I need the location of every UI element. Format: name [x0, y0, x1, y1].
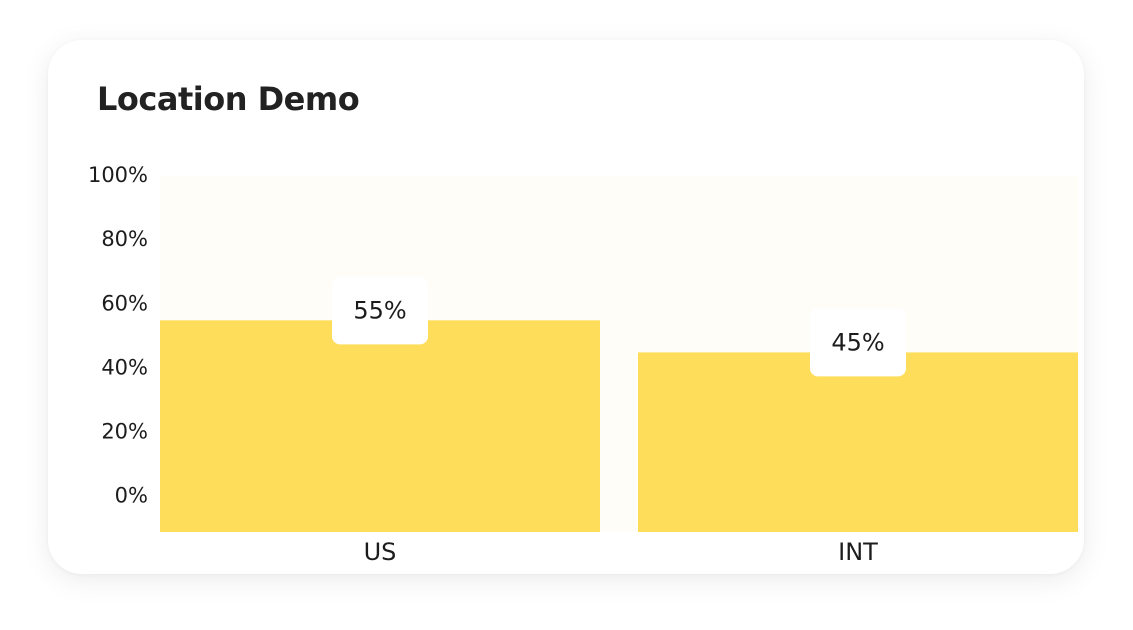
y-tick-label: 40% — [101, 355, 148, 379]
chart-title: Location Demo — [97, 80, 360, 118]
y-tick-label: 80% — [101, 227, 148, 251]
bar-us — [160, 320, 600, 532]
bars: 55% 45% — [160, 276, 1078, 532]
y-tick-label: 60% — [101, 291, 148, 315]
x-category-label: US — [364, 538, 397, 566]
data-label-box — [332, 276, 428, 345]
data-label: 55% — [353, 296, 406, 324]
data-label-box — [810, 308, 906, 377]
y-axis: 0% 20% 40% 60% 80% 100% — [88, 163, 148, 508]
data-label: 45% — [831, 328, 884, 356]
y-tick-label: 20% — [101, 420, 148, 444]
y-tick-label: 100% — [88, 163, 148, 187]
y-tick-label: 0% — [115, 484, 148, 508]
x-axis: US INT — [364, 538, 879, 566]
x-category-label: INT — [838, 538, 878, 566]
bar-int — [638, 352, 1078, 532]
